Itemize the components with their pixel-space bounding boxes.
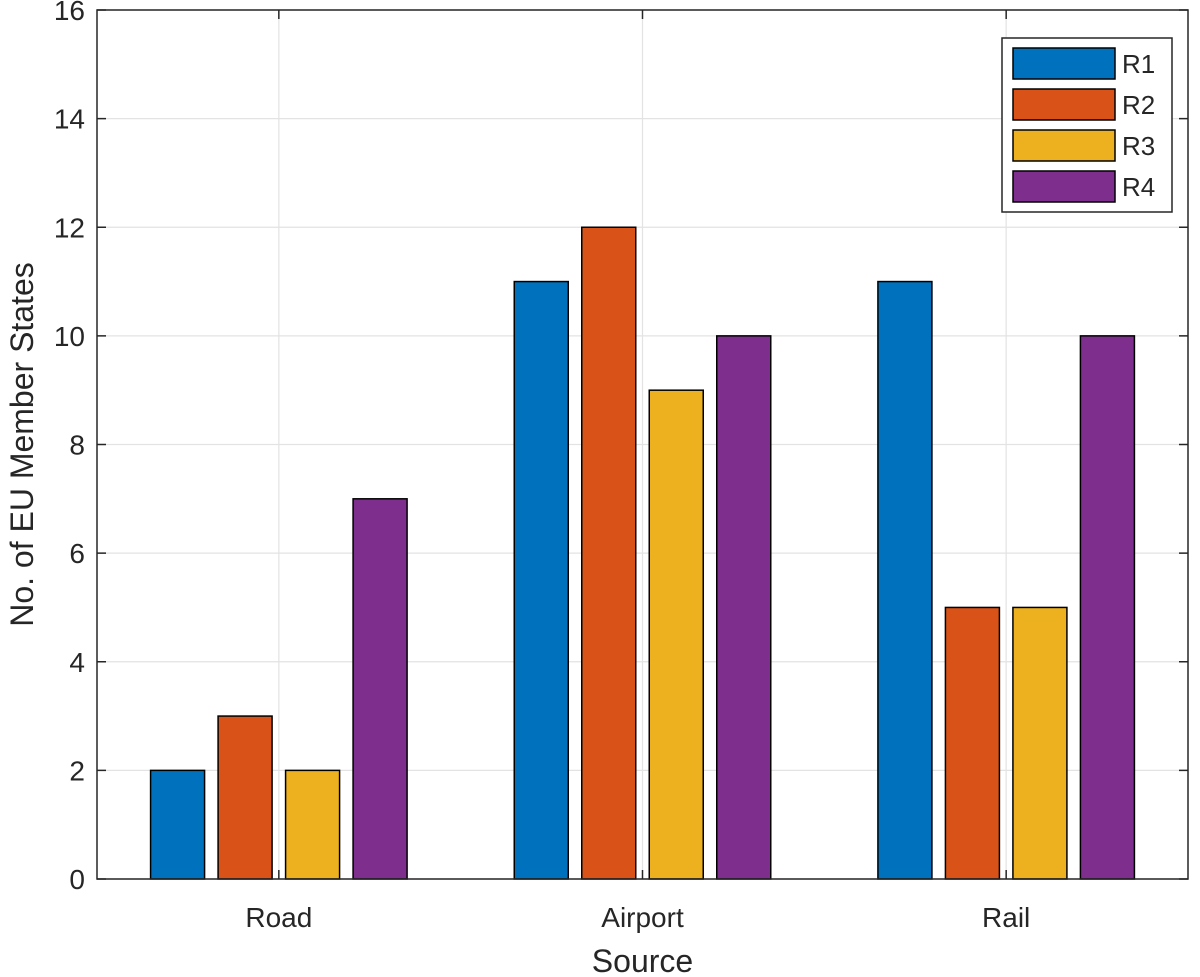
legend-label-r3: R3	[1122, 131, 1155, 161]
y-tick-label-1: 2	[69, 755, 85, 786]
x-axis-ticks: Road Airport Rail	[245, 10, 1030, 933]
bar-r2-road	[217, 715, 273, 880]
y-tick-label-2: 4	[69, 647, 85, 678]
legend-swatch-r1	[1012, 47, 1116, 80]
y-tick-label-0: 0	[69, 864, 85, 895]
legend-label-r1: R1	[1122, 49, 1155, 79]
y-axis-label: No. of EU Member States	[4, 262, 40, 627]
y-axis-ticks: 0 2 4 6 8 10 12 14 16	[54, 0, 1188, 895]
legend-label-r2: R2	[1122, 90, 1155, 120]
bar-r3-rail	[1012, 606, 1068, 880]
y-tick-label-8: 16	[54, 0, 85, 26]
y-tick-label-6: 12	[54, 212, 85, 243]
x-tick-label-road: Road	[245, 902, 312, 933]
x-axis-label: Source	[592, 943, 693, 977]
y-tick-label-4: 8	[69, 430, 85, 461]
bar-r1-airport	[513, 280, 569, 880]
bar-r4-road	[352, 498, 408, 880]
y-tick-label-7: 14	[54, 104, 85, 135]
legend: R1 R2 R3 R4	[1001, 37, 1173, 213]
bar-r1-rail	[877, 280, 933, 880]
legend-swatch-r4	[1012, 170, 1116, 203]
y-tick-label-5: 10	[54, 321, 85, 352]
legend-swatch-r3	[1012, 129, 1116, 162]
bar-r4-rail	[1079, 335, 1136, 880]
bar-r2-rail	[944, 606, 1001, 880]
bar-r3-airport	[648, 389, 704, 880]
x-tick-label-rail: Rail	[982, 902, 1030, 933]
legend-label-r4: R4	[1122, 172, 1155, 202]
bar-r1-road	[149, 769, 206, 880]
y-tick-label-3: 6	[69, 538, 85, 569]
bar-r3-road	[284, 769, 341, 880]
bars	[149, 226, 1136, 880]
x-tick-label-airport: Airport	[601, 902, 684, 933]
bar-r4-airport	[716, 335, 772, 880]
legend-swatch-r2	[1012, 88, 1116, 121]
bar-r2-airport	[581, 226, 637, 880]
